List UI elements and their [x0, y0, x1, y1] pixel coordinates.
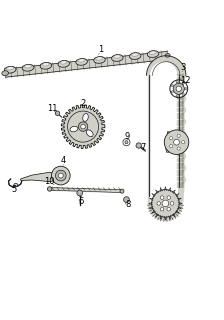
Circle shape: [162, 200, 169, 207]
Circle shape: [176, 95, 178, 97]
Ellipse shape: [40, 62, 52, 69]
Ellipse shape: [4, 66, 16, 73]
Circle shape: [160, 207, 164, 211]
Ellipse shape: [112, 55, 123, 61]
Polygon shape: [146, 56, 186, 221]
Text: 1: 1: [98, 45, 103, 54]
Text: 5: 5: [11, 185, 17, 194]
Circle shape: [58, 173, 63, 178]
Text: 6: 6: [78, 197, 84, 206]
Circle shape: [136, 143, 141, 148]
Circle shape: [157, 202, 161, 205]
Ellipse shape: [58, 60, 69, 67]
Circle shape: [170, 137, 173, 140]
Circle shape: [160, 196, 164, 199]
Circle shape: [173, 83, 184, 94]
Circle shape: [125, 140, 128, 144]
Ellipse shape: [70, 126, 78, 132]
Text: 8: 8: [125, 200, 130, 210]
Circle shape: [170, 202, 174, 205]
Polygon shape: [21, 172, 58, 181]
Circle shape: [176, 86, 181, 92]
Ellipse shape: [6, 67, 13, 70]
Ellipse shape: [147, 51, 159, 58]
Circle shape: [167, 196, 170, 199]
Text: 10: 10: [44, 177, 55, 186]
Ellipse shape: [120, 189, 124, 193]
Circle shape: [177, 134, 180, 137]
Circle shape: [52, 166, 70, 185]
Text: 4: 4: [60, 156, 66, 165]
Circle shape: [68, 111, 99, 142]
Ellipse shape: [76, 59, 87, 65]
Circle shape: [174, 139, 179, 145]
Text: 9: 9: [125, 132, 130, 141]
Circle shape: [124, 197, 129, 203]
Ellipse shape: [14, 183, 18, 187]
Ellipse shape: [165, 53, 170, 57]
Ellipse shape: [96, 57, 103, 60]
Text: 3: 3: [181, 63, 186, 72]
Ellipse shape: [2, 71, 9, 76]
Ellipse shape: [114, 55, 121, 58]
Polygon shape: [5, 52, 168, 77]
Circle shape: [170, 145, 173, 148]
Ellipse shape: [78, 59, 85, 62]
Ellipse shape: [60, 61, 67, 64]
Ellipse shape: [47, 187, 52, 191]
Circle shape: [81, 124, 85, 129]
Polygon shape: [166, 132, 170, 152]
Circle shape: [171, 91, 173, 93]
Ellipse shape: [24, 65, 31, 68]
Circle shape: [176, 81, 178, 83]
Ellipse shape: [94, 57, 105, 63]
Circle shape: [177, 147, 180, 150]
Circle shape: [170, 80, 188, 98]
Circle shape: [182, 93, 184, 96]
Text: 7: 7: [140, 143, 146, 152]
Ellipse shape: [149, 51, 156, 54]
Polygon shape: [52, 188, 121, 193]
Polygon shape: [150, 62, 178, 216]
Ellipse shape: [131, 53, 138, 56]
Circle shape: [152, 190, 179, 217]
Ellipse shape: [129, 53, 141, 60]
Text: 2: 2: [80, 99, 86, 108]
Text: 11: 11: [47, 104, 57, 113]
Circle shape: [56, 170, 66, 181]
Ellipse shape: [22, 64, 34, 71]
Ellipse shape: [83, 114, 88, 121]
Circle shape: [167, 207, 170, 211]
Circle shape: [164, 130, 189, 155]
Ellipse shape: [42, 63, 49, 66]
Circle shape: [123, 139, 130, 146]
Circle shape: [182, 82, 184, 84]
Text: 12: 12: [180, 76, 191, 85]
Circle shape: [55, 111, 60, 116]
Ellipse shape: [86, 130, 93, 137]
Circle shape: [182, 140, 185, 144]
Circle shape: [77, 190, 83, 196]
Circle shape: [185, 88, 187, 90]
Circle shape: [171, 84, 173, 87]
Circle shape: [78, 122, 88, 131]
Polygon shape: [61, 105, 105, 148]
